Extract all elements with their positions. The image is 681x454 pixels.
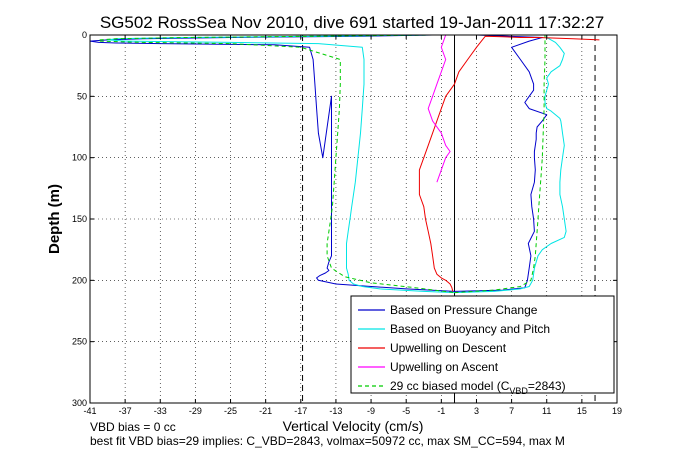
series-line-29-cc-biased-model-c bbox=[454, 35, 546, 294]
x-tick-label: -21 bbox=[259, 406, 272, 416]
x-axis-title: Vertical Velocity (cm/s) bbox=[283, 418, 424, 434]
x-tick-label: -29 bbox=[189, 406, 202, 416]
x-tick-label: -37 bbox=[119, 406, 132, 416]
x-tick-label: -1 bbox=[437, 406, 445, 416]
legend-label-upwelling-on-descent: Upwelling on Descent bbox=[390, 341, 507, 355]
legend-label-subscript: VBD bbox=[509, 386, 528, 396]
y-tick-label: 250 bbox=[72, 337, 87, 347]
x-tick-label: 19 bbox=[612, 406, 622, 416]
legend: Based on Pressure Change Based on Buoyanc… bbox=[350, 295, 615, 396]
series-line-based-on-buoyancy-and-pitch bbox=[454, 35, 567, 294]
y-axis-ticks: 0 50 100 150 200 250 300 bbox=[72, 30, 617, 408]
series-line-based-on-buoyancy-and-pitch bbox=[107, 35, 455, 294]
legend-label-based-on-pressure-change: Based on Pressure Change bbox=[390, 303, 538, 317]
series-line-based-on-pressure-change bbox=[454, 35, 548, 292]
x-tick-label: 15 bbox=[577, 406, 587, 416]
x-tick-label: -9 bbox=[367, 406, 375, 416]
y-tick-label: 300 bbox=[72, 398, 87, 408]
x-tick-label: -17 bbox=[294, 406, 307, 416]
x-tick-label: -33 bbox=[154, 406, 167, 416]
x-tick-label: 3 bbox=[474, 406, 479, 416]
series-line-upwelling-on-descent bbox=[418, 35, 600, 292]
x-tick-label: 7 bbox=[509, 406, 514, 416]
legend-label-text: Based on Buoyancy and Pitch bbox=[390, 322, 550, 336]
series-line-29-cc-biased-model-c bbox=[98, 35, 455, 294]
series-lines bbox=[90, 35, 600, 294]
legend-label-upwelling-on-ascent: Upwelling on Ascent bbox=[390, 360, 499, 374]
y-tick-label: 200 bbox=[72, 275, 87, 285]
x-tick-label: -41 bbox=[83, 406, 96, 416]
legend-box bbox=[350, 295, 615, 394]
y-axis-title: Depth (m) bbox=[46, 184, 63, 254]
y-tick-label: 0 bbox=[82, 30, 87, 40]
x-axis-ticks: -41 -37 -33 -29 -25 -21 -17 -13 -9 -5 -1 3 7 11 15 19 bbox=[83, 35, 622, 416]
legend-label-text: Upwelling on Ascent bbox=[390, 360, 499, 374]
legend-label-based-on-buoyancy-and-pitch: Based on Buoyancy and Pitch bbox=[390, 322, 550, 336]
chart-title: SG502 RossSea Nov 2010, dive 691 started… bbox=[100, 13, 604, 32]
legend-label-suffix: =2843) bbox=[528, 379, 566, 393]
x-tick-label: 11 bbox=[542, 406, 551, 416]
y-tick-label: 100 bbox=[72, 153, 87, 163]
y-tick-label: 150 bbox=[72, 214, 87, 224]
x-tick-label: -5 bbox=[402, 406, 410, 416]
series-line-upwelling-on-ascent bbox=[427, 35, 451, 183]
legend-label-29-cc-biased-model-c: 29 cc biased model (CVBD=2843) bbox=[390, 379, 566, 396]
y-tick-label: 50 bbox=[77, 91, 87, 101]
vbd-bias-note: VBD bias = 0 cc bbox=[90, 420, 176, 434]
x-tick-label: -25 bbox=[224, 406, 237, 416]
legend-label-text: Based on Pressure Change bbox=[390, 303, 538, 317]
legend-label-text: 29 cc biased model (C bbox=[390, 379, 510, 393]
legend-label-text: Upwelling on Descent bbox=[390, 341, 507, 355]
x-tick-label: -13 bbox=[329, 406, 342, 416]
best-fit-note: best fit VBD bias=29 implies: C_VBD=2843… bbox=[90, 434, 565, 448]
series-line-based-on-pressure-change bbox=[90, 35, 455, 292]
